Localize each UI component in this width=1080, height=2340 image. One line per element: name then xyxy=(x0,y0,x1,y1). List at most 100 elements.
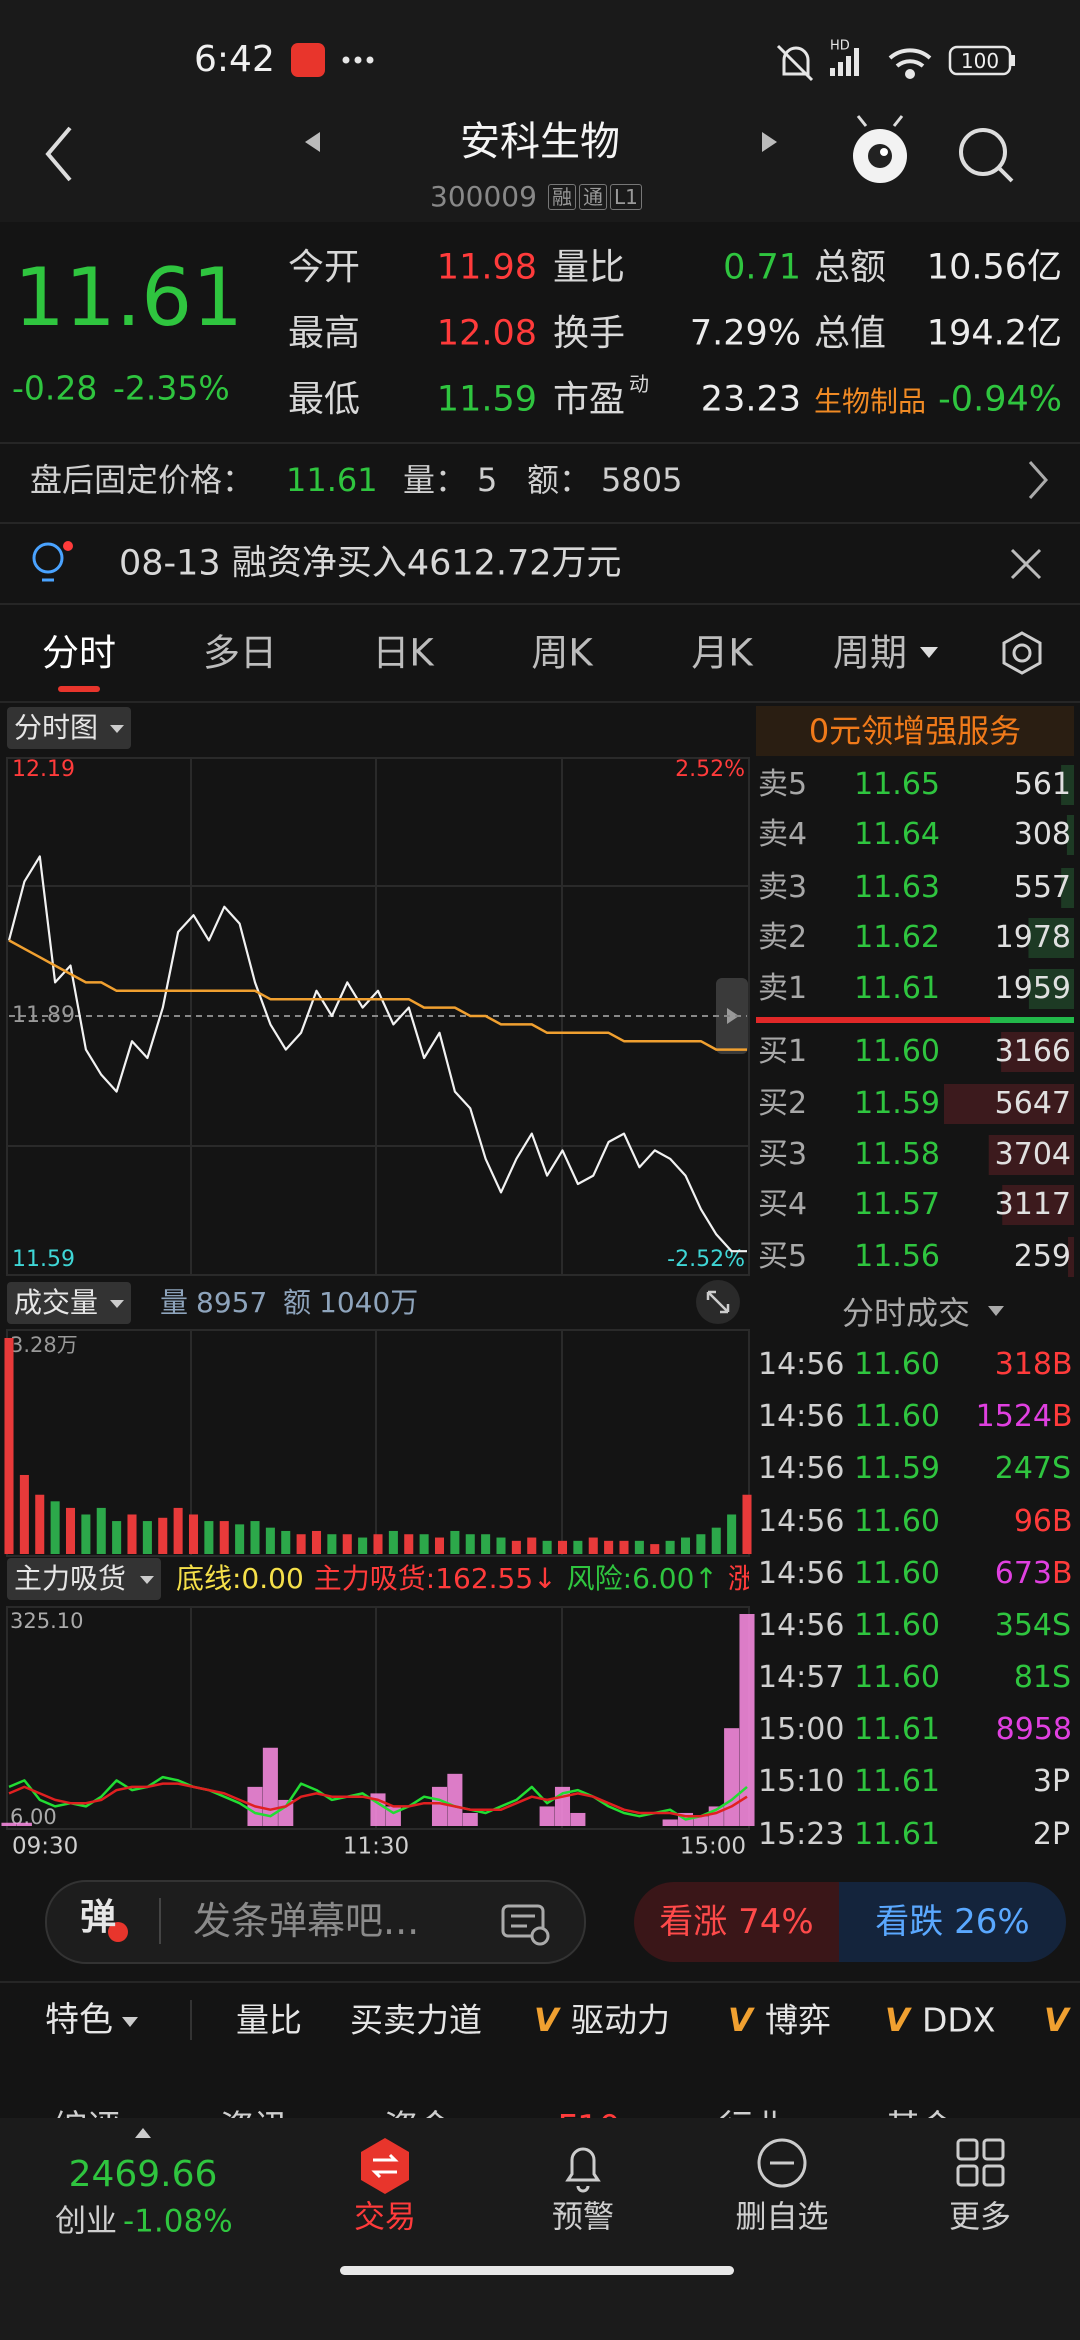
feature-item[interactable]: DDX xyxy=(922,2000,996,2040)
tab[interactable]: 日K xyxy=(372,631,434,675)
stat-value: 11.98 xyxy=(436,247,537,288)
after-hours-amount: 5805 xyxy=(601,461,683,499)
unfollow-icon[interactable] xyxy=(757,2138,807,2188)
chart-menu[interactable]: 分时图 xyxy=(14,711,99,744)
book-volume: 3704 xyxy=(994,1137,1071,1172)
promo-band[interactable] xyxy=(756,706,1074,756)
book-price: 11.64 xyxy=(854,817,940,852)
feature-item[interactable]: 买卖力道 xyxy=(350,2000,482,2040)
trade-time: 14:56 xyxy=(758,1347,845,1382)
nav-item[interactable]: 预警 xyxy=(552,2199,614,2236)
depth-bar xyxy=(1002,1185,1074,1225)
volume-bar xyxy=(373,1534,383,1554)
trade-volume: 247 xyxy=(994,1451,1052,1486)
bear-pill[interactable] xyxy=(839,1882,1066,1962)
trade-volume: 3 xyxy=(1032,1764,1052,1799)
book-label: 买4 xyxy=(758,1187,808,1222)
book-volume: 308 xyxy=(1013,817,1071,852)
book-label: 卖2 xyxy=(758,920,808,955)
tab[interactable]: 月K xyxy=(691,631,753,675)
chevron[interactable] xyxy=(1028,461,1049,499)
trade-time: 14:57 xyxy=(758,1660,845,1695)
bull-pill[interactable] xyxy=(634,1882,839,1962)
legend-entry: 底线:0.00 xyxy=(176,1562,304,1595)
tab[interactable]: 分时 xyxy=(42,631,116,675)
index-value[interactable]: 2469.66 xyxy=(68,2154,218,2195)
volume-bar xyxy=(496,1537,506,1554)
more-icon[interactable] xyxy=(956,2138,1005,2187)
volume-bar xyxy=(173,1507,183,1554)
nav-item[interactable]: 删自选 xyxy=(735,2199,829,2236)
stat-label: 总额 xyxy=(814,247,887,288)
x-tick-label: 09:30 xyxy=(12,1834,78,1860)
stat-value: 12.08 xyxy=(436,313,537,354)
notice-text[interactable]: 08-13 融资净买入4612.72万元 xyxy=(119,543,622,584)
feature-item[interactable]: 量比 xyxy=(236,2000,302,2040)
period-dropdown[interactable] xyxy=(920,647,938,658)
absorb-bar xyxy=(262,1747,278,1826)
trade-volume: 318 xyxy=(994,1347,1052,1382)
expand-button[interactable] xyxy=(696,1280,740,1324)
book-label: 卖4 xyxy=(758,817,808,852)
stock-tag: L1 xyxy=(610,184,642,210)
trade-icon[interactable] xyxy=(361,2138,409,2194)
settings-button[interactable] xyxy=(1002,631,1042,675)
tab[interactable]: 周K xyxy=(531,631,593,675)
volume-bar xyxy=(588,1537,598,1554)
book-label: 卖5 xyxy=(758,767,808,802)
trade-price: 11.60 xyxy=(854,1399,940,1434)
volume-menu[interactable]: 成交量 xyxy=(14,1286,99,1319)
danmaku-icon[interactable]: 弹 xyxy=(80,1897,117,1938)
next-stock[interactable] xyxy=(762,132,777,152)
trade-side: B xyxy=(1052,1399,1073,1434)
absorb-bar xyxy=(16,1822,32,1826)
top-bar-bg xyxy=(0,0,1080,222)
prev-stock[interactable] xyxy=(305,132,320,152)
bulb-icon xyxy=(32,541,73,582)
y-tick-label: 11.59 xyxy=(12,1247,75,1272)
back-button[interactable] xyxy=(45,126,72,182)
promo[interactable]: 0元领增强服务 xyxy=(808,712,1022,750)
absorb-bar xyxy=(431,1786,448,1826)
stat-label: 最高 xyxy=(288,313,361,354)
close-notice[interactable] xyxy=(1010,548,1042,580)
volume-menu-box[interactable] xyxy=(7,1282,131,1324)
tab[interactable]: 多日 xyxy=(203,631,277,675)
indicator-menu-box[interactable] xyxy=(7,1558,161,1600)
tab[interactable]: 周期 xyxy=(833,631,907,675)
danmaku-input[interactable]: 发条弹幕吧... xyxy=(193,1899,420,1943)
wifi-icon xyxy=(888,48,932,79)
series-line xyxy=(8,939,747,1051)
volume-bar xyxy=(680,1537,691,1554)
x-tick-label: 11:30 xyxy=(343,1834,409,1860)
volume-bar xyxy=(404,1534,414,1554)
bottom-nav-icons xyxy=(135,2128,1005,2194)
volume-bar xyxy=(96,1507,106,1554)
vip-badge: V xyxy=(885,2001,910,2039)
expand-index[interactable] xyxy=(135,2128,151,2138)
nav-item[interactable]: 更多 xyxy=(949,2199,1011,2236)
alert-icon[interactable] xyxy=(565,2147,601,2193)
feature-item[interactable]: 驱动力 xyxy=(571,2000,670,2040)
after-hours-label: 盘后固定价格： xyxy=(30,461,255,499)
legend-entry: 主力吸货:162.55↓ xyxy=(313,1562,557,1595)
comment-pill[interactable] xyxy=(45,1880,586,1964)
trade-price: 11.59 xyxy=(854,1451,940,1486)
bull-vote[interactable]: 看涨 74% xyxy=(659,1902,814,1942)
feature-item[interactable]: 博弈 xyxy=(765,2000,831,2040)
nav-item[interactable]: 交易 xyxy=(354,2199,416,2236)
bear-vote[interactable]: 看跌 26% xyxy=(875,1902,1030,1942)
absorb-bar xyxy=(570,1812,586,1826)
last-price: 11.61 xyxy=(14,251,244,344)
chart-menu-box[interactable] xyxy=(7,707,131,749)
feature-menu[interactable]: 特色 xyxy=(45,2000,113,2040)
search-button[interactable] xyxy=(959,128,1014,183)
volume-bar xyxy=(158,1517,168,1554)
absorb-bar xyxy=(724,1728,740,1826)
mascot-button[interactable] xyxy=(853,115,907,183)
volume-bar xyxy=(311,1530,322,1554)
trades-title[interactable]: 分时成交 xyxy=(841,1294,970,1332)
trade-volume: 8958 xyxy=(995,1712,1072,1747)
indicator-menu[interactable]: 主力吸货 xyxy=(14,1562,127,1595)
message-icon[interactable] xyxy=(501,1904,550,1946)
